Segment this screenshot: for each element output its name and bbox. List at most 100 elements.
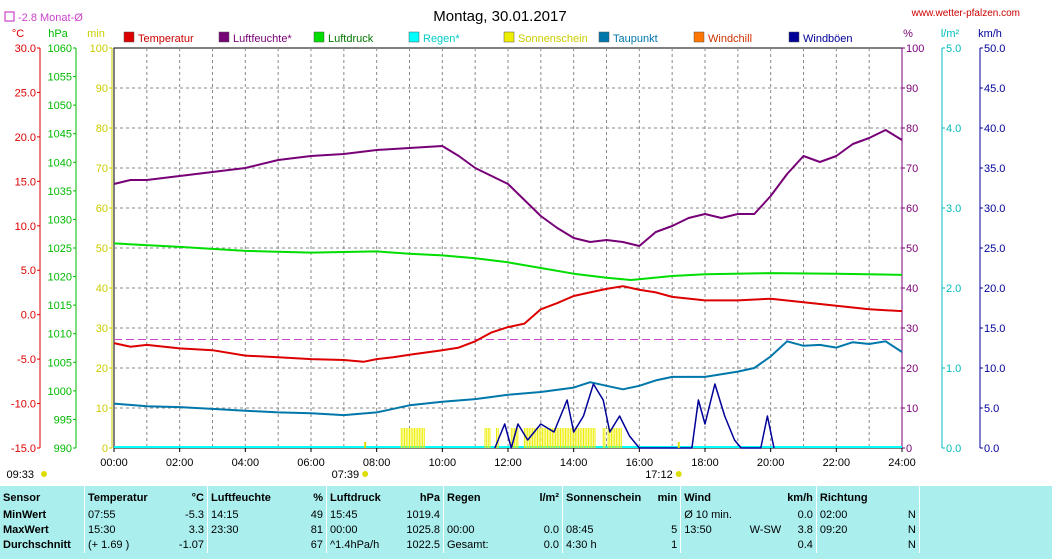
stats-cell-p-time: ^1.4hPa/h bbox=[326, 538, 397, 553]
percent-axis-tick-label: 60 bbox=[906, 203, 918, 215]
legend-swatch bbox=[123, 31, 135, 43]
minutes-axis-tick-label: 80 bbox=[96, 123, 108, 135]
pressure-axis-tick-label: 1020 bbox=[48, 272, 72, 284]
percent-axis-tick-label: 100 bbox=[906, 43, 924, 55]
header-wind: Wind bbox=[680, 486, 743, 508]
sun-icon bbox=[675, 471, 682, 477]
pressure-axis-tick-label: 1035 bbox=[48, 186, 72, 198]
weather-chart: Montag, 30.01.2017 www.wetter-pfalzen.co… bbox=[4, 8, 1020, 481]
stats-cell-t-val: -5.3 bbox=[185, 509, 204, 521]
header-temp: Temperatur bbox=[84, 486, 165, 508]
minutes-axis-tick-label: 20 bbox=[96, 363, 108, 375]
rain-axis-tick-label: 3.0 bbox=[946, 203, 961, 215]
wind-axis-tick-label: 30.0 bbox=[984, 203, 1005, 215]
stats-cell-w-val: 0.0 bbox=[797, 509, 813, 521]
rain-axis-tick-label: 2.0 bbox=[946, 283, 961, 295]
stats-cell-s-val: 1 bbox=[671, 539, 678, 551]
chart-axes: -15.0 -10.0 -5.0 0.0 5.0 10.0 15.0 20.0 25.0 30.0… bbox=[11, 43, 1006, 469]
x-axis-tick-label: 00:00 bbox=[100, 457, 128, 469]
header-filler bbox=[918, 486, 1052, 508]
temp-axis-tick-label: 25.0 bbox=[15, 87, 36, 99]
stats-cell-s-val: 5 bbox=[671, 524, 678, 536]
stats-cell-p-time: 00:00 bbox=[326, 523, 397, 538]
site-link[interactable]: www.wetter-pfalzen.com bbox=[911, 8, 1020, 19]
minutes-axis-tick-label: 90 bbox=[96, 83, 108, 95]
stats-cell-r-time: Gesamt: bbox=[443, 538, 520, 553]
pressure-axis-tick-label: 1060 bbox=[48, 43, 72, 55]
x-axis-tick-label: 08:00 bbox=[363, 457, 391, 469]
stats-cell-t-val: -1.07 bbox=[178, 539, 204, 551]
stats-cell-t-time: (+ 1.69 ) bbox=[84, 538, 165, 553]
stats-cell-filler bbox=[918, 523, 1052, 538]
chart-legend: Temperatur Luftfeuchte* Luftdruck Regen* Son… bbox=[123, 31, 853, 45]
pressure-axis-tick-label: 1025 bbox=[48, 243, 72, 255]
stats-cell-d-val: N bbox=[907, 524, 916, 536]
stats-cell-filler bbox=[918, 508, 1052, 523]
sun-events: 09:33 07:39 17:12 bbox=[6, 442, 682, 481]
stats-cell-w-time bbox=[680, 538, 743, 553]
minutes-axis-tick-label: 30 bbox=[96, 323, 108, 335]
minutes-axis-tick-label: 100 bbox=[90, 43, 108, 55]
stats-cell-h-time bbox=[207, 538, 294, 553]
pressure-axis-tick-label: 1005 bbox=[48, 357, 72, 369]
x-axis-tick-label: 02:00 bbox=[166, 457, 194, 469]
wind-axis-tick-label: 25.0 bbox=[984, 243, 1005, 255]
legend-label: Windchill bbox=[708, 33, 752, 45]
x-axis-tick-label: 06:00 bbox=[297, 457, 325, 469]
stats-row: MaxWert 15:30 3.3 23:30 81 00:00 1025.8 00:00 0.… bbox=[0, 523, 1052, 538]
stats-cell-d-val: N bbox=[907, 509, 916, 521]
header-sensor: Sensor bbox=[3, 492, 41, 504]
stats-cell-r-val bbox=[520, 508, 563, 523]
header-hum: Luftfeuchte bbox=[207, 486, 294, 508]
stats-cell-h-val: 67 bbox=[310, 539, 323, 551]
pressure-axis-tick-label: 1045 bbox=[48, 129, 72, 141]
legend-label: Regen* bbox=[423, 33, 460, 45]
stats-cell-t-time: 07:55 bbox=[84, 508, 165, 523]
header-press: Luftdruck bbox=[326, 486, 397, 508]
statistics-panel: Sensor Temperatur °C Luftfeuchte % Luftd… bbox=[0, 486, 1052, 559]
stats-cell-s-time bbox=[562, 508, 645, 523]
stats-cell-w-dir: W-SW bbox=[749, 524, 782, 536]
header-rain-unit: l/m² bbox=[539, 492, 559, 504]
statistics-table: Sensor Temperatur °C Luftfeuchte % Luftd… bbox=[0, 486, 1052, 553]
wind-axis-tick-label: 40.0 bbox=[984, 123, 1005, 135]
wind-axis-tick-label: 5.0 bbox=[984, 403, 999, 415]
percent-axis-tick-label: 10 bbox=[906, 403, 918, 415]
percent-axis-tick-label: 90 bbox=[906, 83, 918, 95]
stats-cell-t-val: 3.3 bbox=[188, 524, 204, 536]
temp-axis-tick-label: 30.0 bbox=[15, 43, 36, 55]
minutes-axis-tick-label: 10 bbox=[96, 403, 108, 415]
wind-axis-tick-label: 50.0 bbox=[984, 43, 1005, 55]
pressure-axis-tick-label: 995 bbox=[54, 414, 72, 426]
sun-event-label: 17:12 bbox=[645, 469, 673, 481]
wind-axis-unit: km/h bbox=[978, 28, 1002, 40]
minutes-axis-tick-label: 60 bbox=[96, 203, 108, 215]
stats-cell-h-time: 14:15 bbox=[207, 508, 294, 523]
sun-event-label: 07:39 bbox=[332, 469, 360, 481]
temperature-series bbox=[113, 285, 903, 363]
stats-cell-t-time: 15:30 bbox=[84, 523, 165, 538]
stats-cell-p-val: 1022.5 bbox=[406, 539, 440, 551]
stats-cell-d-time bbox=[815, 538, 893, 553]
percent-axis-tick-label: 70 bbox=[906, 163, 918, 175]
wind-axis-tick-label: 10.0 bbox=[984, 363, 1005, 375]
minutes-axis-tick-label: 0 bbox=[102, 443, 108, 455]
stats-cell-label: Durchschnitt bbox=[3, 539, 71, 551]
legend-label: Sonnenschein bbox=[518, 33, 588, 45]
stats-cell-w-time: Ø 10 min. bbox=[680, 508, 743, 523]
stats-cell-s-time: 08:45 bbox=[562, 523, 645, 538]
x-axis-tick-label: 24:00 bbox=[888, 457, 916, 469]
stats-cell-w-dir bbox=[742, 508, 784, 523]
legend-swatch bbox=[313, 31, 325, 43]
temp-axis-tick-label: 5.0 bbox=[21, 265, 36, 277]
legend-swatch bbox=[693, 31, 705, 43]
temp-axis-unit: °C bbox=[12, 28, 24, 40]
stats-cell-w-val: 0.4 bbox=[797, 539, 813, 551]
percent-axis-tick-label: 0 bbox=[906, 443, 912, 455]
percent-axis-unit: % bbox=[903, 28, 913, 40]
header-press-unit: hPa bbox=[419, 492, 440, 504]
stats-cell-r-time: 00:00 bbox=[443, 523, 520, 538]
stats-cell-w-time: 13:50 bbox=[680, 523, 743, 538]
temp-axis-tick-label: 0.0 bbox=[21, 310, 36, 322]
stats-cell-h-val: 49 bbox=[310, 509, 323, 521]
